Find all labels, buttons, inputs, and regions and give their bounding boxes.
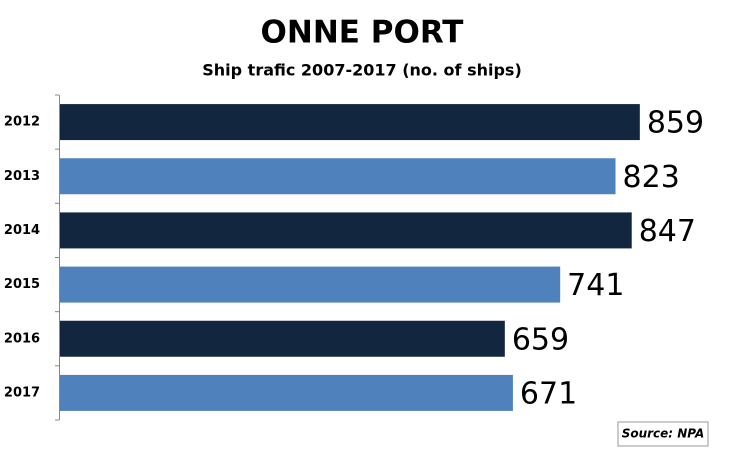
chart-title: ONNE PORT [261, 15, 464, 51]
source-box [617, 421, 709, 447]
bar [60, 158, 616, 195]
y-tick-label: 2012 [4, 115, 40, 130]
value-label: 859 [647, 106, 704, 141]
value-label: 741 [567, 268, 624, 303]
chart-subtitle: Ship trafic 2007-2017 (no. of ships) [202, 61, 522, 80]
y-tick-label: 2017 [4, 385, 40, 400]
y-tick-label: 2014 [4, 223, 40, 238]
value-label: 847 [639, 214, 696, 249]
source-note: Source: NPA [622, 427, 705, 441]
y-tick-label: 2013 [4, 169, 40, 184]
value-label: 823 [623, 160, 680, 195]
bar [60, 320, 505, 357]
bar [60, 104, 640, 141]
bar [60, 266, 561, 303]
bar [60, 212, 632, 249]
bar [60, 374, 513, 411]
value-label: 659 [512, 322, 569, 357]
y-tick-label: 2016 [4, 331, 40, 346]
y-tick-label: 2015 [4, 277, 40, 292]
value-label: 671 [520, 376, 577, 411]
